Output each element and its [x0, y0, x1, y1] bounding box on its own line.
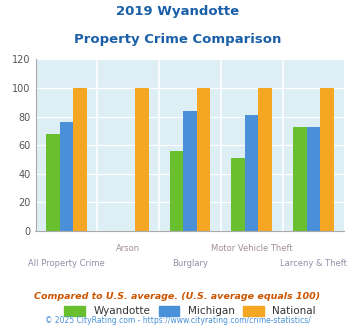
Bar [183, 111, 197, 231]
Legend: Wyandotte, Michigan, National: Wyandotte, Michigan, National [60, 301, 320, 320]
Bar [60, 122, 73, 231]
Bar [170, 151, 183, 231]
Text: Motor Vehicle Theft: Motor Vehicle Theft [211, 244, 293, 253]
Text: All Property Crime: All Property Crime [28, 259, 105, 268]
Bar [135, 88, 148, 231]
Text: © 2025 CityRating.com - https://www.cityrating.com/crime-statistics/: © 2025 CityRating.com - https://www.city… [45, 316, 310, 325]
Bar [231, 158, 245, 231]
Bar [320, 88, 334, 231]
Bar [197, 88, 210, 231]
Bar [46, 134, 60, 231]
Bar [73, 88, 87, 231]
Text: Compared to U.S. average. (U.S. average equals 100): Compared to U.S. average. (U.S. average … [34, 292, 321, 301]
Bar [307, 127, 320, 231]
Text: Larceny & Theft: Larceny & Theft [280, 259, 347, 268]
Bar [258, 88, 272, 231]
Text: Property Crime Comparison: Property Crime Comparison [74, 33, 281, 46]
Bar [293, 127, 307, 231]
Bar [245, 115, 258, 231]
Text: Burglary: Burglary [172, 259, 208, 268]
Text: 2019 Wyandotte: 2019 Wyandotte [116, 5, 239, 18]
Text: Arson: Arson [116, 244, 140, 253]
